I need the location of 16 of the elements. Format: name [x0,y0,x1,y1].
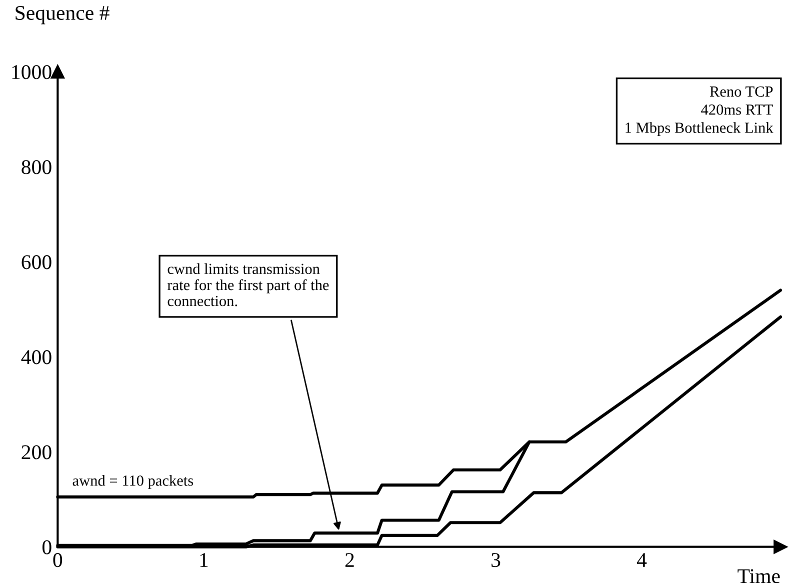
y-tick-label: 1000 [12,65,52,80]
annotation: cwnd limits transmission rate for the first part of the connection. [168,263,329,306]
y-tick-label: 800 [22,160,52,174]
y-tick-label: 200 [22,445,52,460]
y-tick-label: 400 [21,350,52,364]
annotation: Reno TCP 420ms RTT 1 Mbps Bottleneck Link [626,86,774,136]
x-tick-label: 2 [345,553,354,567]
x-tick-label: 3 [492,553,500,568]
x-tick-label: 4 [636,553,647,567]
y-tick-label: 600 [22,255,52,270]
x-tick-label: 1 [200,553,208,567]
annotation: awnd = 110 packets [72,475,194,489]
y-axis-title: Sequence # [16,6,110,24]
y-tick-label: 0 [42,540,52,554]
x-axis-title: Time [738,569,780,583]
x-tick-label: 0 [53,553,62,568]
